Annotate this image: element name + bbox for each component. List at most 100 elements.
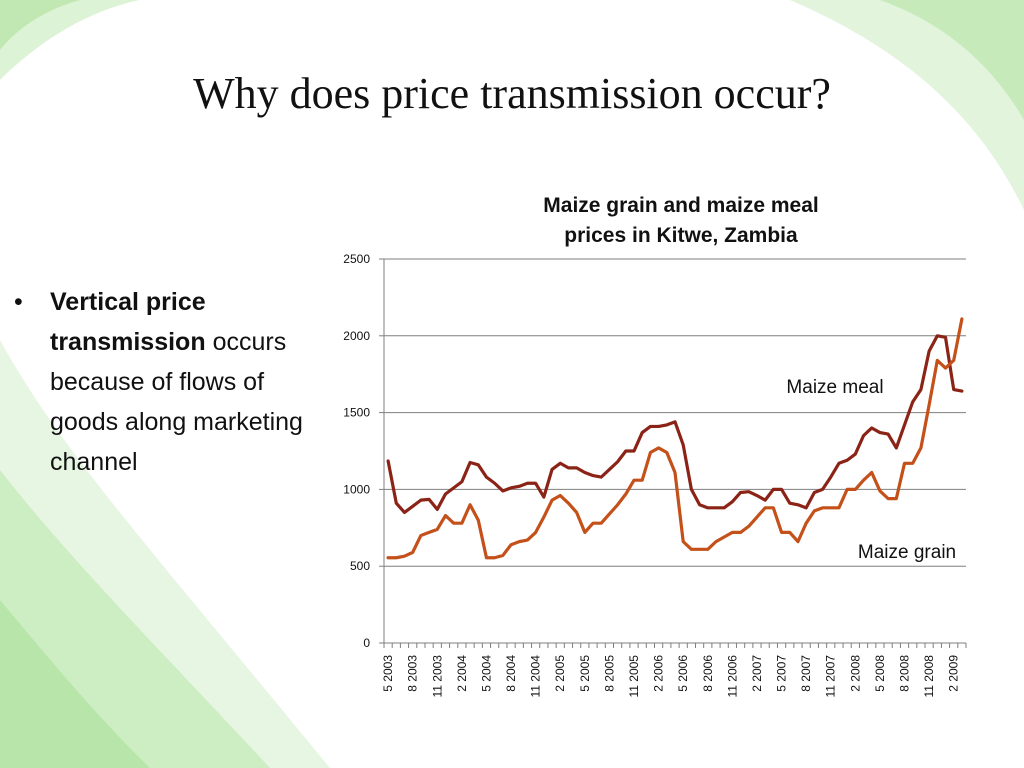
data-point [510,544,512,546]
data-point [641,479,643,481]
x-tick-label: 5 2006 [676,655,690,692]
data-point [690,488,692,490]
data-point [928,404,930,406]
slide-title: Why does price transmission occur? [193,69,831,118]
data-point [592,522,594,524]
data-point [887,498,889,500]
x-tick-label: 11 2007 [824,655,838,698]
data-point [510,487,512,489]
data-point [641,431,643,434]
data-point [903,424,906,426]
data-point [592,474,594,477]
data-point [658,447,660,449]
data-point [739,531,742,534]
data-point [780,488,783,490]
x-tick-label: 5 2004 [479,655,493,692]
data-point [715,507,717,509]
data-point [690,548,692,550]
x-tick-label: 8 2003 [406,655,420,692]
data-point [674,421,676,423]
swoosh-shape [880,0,1024,120]
x-tick-label: 11 2008 [922,655,936,698]
data-point [518,541,520,543]
data-point [403,555,406,557]
data-point [387,460,389,462]
x-tick-label: 11 2003 [430,655,444,698]
data-point [756,516,758,518]
data-point [805,507,807,509]
data-point [871,427,873,429]
data-point [395,557,397,559]
data-point [862,435,865,437]
data-point [838,507,840,509]
data-point [543,496,545,498]
bullet-point: • Vertical price transmission occurs bec… [14,282,314,482]
data-point [649,425,652,428]
data-point [420,499,422,501]
swoosh-shape [0,340,330,768]
data-point [903,462,906,464]
data-point [469,461,471,464]
data-point [912,462,914,464]
data-point [608,468,611,471]
swoosh-shape [790,0,1024,210]
data-point [944,336,947,338]
data-point [428,531,430,534]
data-point [748,525,750,527]
y-tick-label: 0 [363,636,370,650]
data-point [551,468,553,471]
data-point [797,504,799,506]
data-point [879,431,881,434]
data-point [559,494,561,497]
data-point [387,557,389,559]
data-point [461,522,463,524]
data-point [715,541,717,543]
data-point [846,459,848,461]
data-point [633,450,635,452]
data-point [731,531,733,534]
data-point [698,504,701,506]
x-tick-label: 8 2004 [504,655,518,692]
data-point [600,476,602,478]
data-point [920,388,922,391]
data-point [625,493,627,495]
x-tick-label: 2 2007 [750,655,764,692]
data-point [698,548,701,550]
x-tick-label: 11 2004 [529,655,543,698]
data-point [731,501,733,503]
data-point [838,462,840,464]
data-point [494,557,496,559]
x-tick-label: 5 2008 [873,655,887,692]
data-point [723,536,725,538]
y-tick-label: 1000 [343,482,370,496]
data-point [412,505,414,507]
data-point [551,499,553,501]
data-point [477,464,479,466]
data-point [420,534,422,537]
data-point [846,488,848,490]
data-point [961,318,963,320]
data-point [535,531,537,534]
data-point [879,490,881,492]
x-tick-label: 11 2005 [627,655,641,698]
data-point [666,451,668,454]
data-point [739,491,742,494]
series-label-maize-grain: Maize grain [858,542,956,563]
data-point [821,507,824,509]
data-point [535,482,537,484]
data-point [584,531,586,534]
data-point [559,462,561,464]
data-point [895,498,897,500]
data-point [567,502,570,504]
data-point [666,424,668,426]
data-point [797,541,799,543]
data-point [444,493,447,495]
bullet-text: Vertical price transmission occurs becau… [50,282,314,482]
x-tick-label: 11 2006 [725,655,739,698]
x-tick-label: 5 2007 [775,655,789,692]
data-point [748,491,750,493]
data-point [584,471,586,474]
